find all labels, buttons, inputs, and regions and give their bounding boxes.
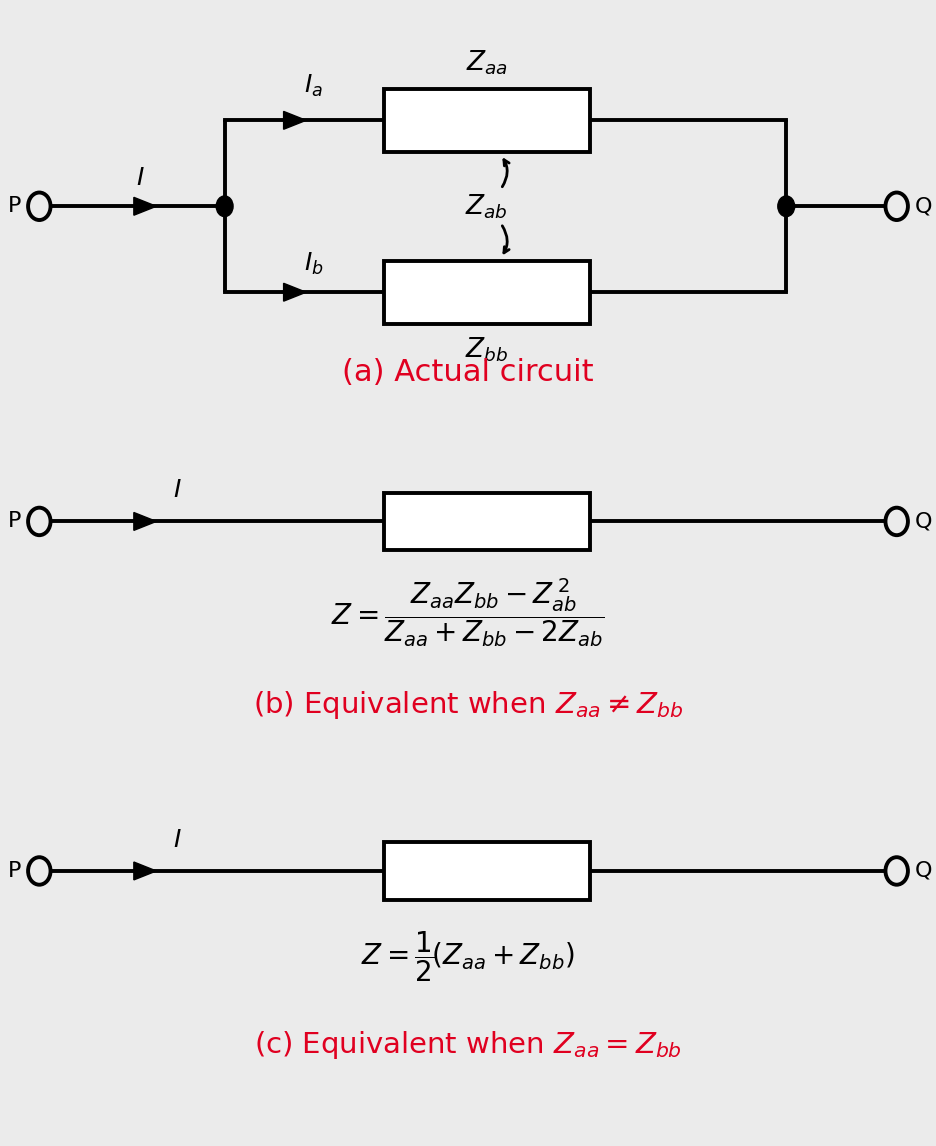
Polygon shape (134, 197, 156, 215)
Text: $Z_{bb}$: $Z_{bb}$ (465, 336, 508, 363)
Polygon shape (134, 512, 156, 531)
Text: (c) Equivalent when $Z_{aa} = Z_{bb}$: (c) Equivalent when $Z_{aa} = Z_{bb}$ (254, 1029, 682, 1061)
Text: $\mathit{I}$: $\mathit{I}$ (173, 829, 183, 851)
Text: $\mathit{I}_a$: $\mathit{I}_a$ (304, 73, 323, 99)
Text: Q: Q (914, 861, 932, 881)
Circle shape (216, 196, 233, 217)
Text: $Z = \dfrac{1}{2}\!\left(Z_{aa} + Z_{bb}\right)$: $Z = \dfrac{1}{2}\!\left(Z_{aa} + Z_{bb}… (361, 929, 575, 984)
Text: $\mathit{I}$: $\mathit{I}$ (173, 479, 183, 502)
Text: $Z = \dfrac{Z_{aa}Z_{bb} - Z_{ab}^{\,2}}{Z_{aa} + Z_{bb} - 2Z_{ab}}$: $Z = \dfrac{Z_{aa}Z_{bb} - Z_{ab}^{\,2}}… (331, 576, 605, 650)
Circle shape (778, 196, 795, 217)
Bar (384, 493, 590, 550)
Bar (384, 842, 590, 900)
Text: (b) Equivalent when $Z_{aa} \neq Z_{bb}$: (b) Equivalent when $Z_{aa} \neq Z_{bb}$ (253, 689, 683, 721)
Text: Q: Q (914, 511, 932, 532)
Text: P: P (8, 861, 22, 881)
Polygon shape (284, 283, 306, 301)
Text: $\mathit{I}$: $\mathit{I}$ (136, 166, 145, 189)
Bar (384, 260, 590, 323)
Bar (384, 88, 590, 151)
Text: $Z_{ab}$: $Z_{ab}$ (465, 193, 508, 220)
Text: P: P (8, 196, 22, 217)
Text: P: P (8, 511, 22, 532)
Polygon shape (134, 862, 156, 880)
Text: Q: Q (914, 196, 932, 217)
Text: $\mathit{I}_b$: $\mathit{I}_b$ (304, 251, 323, 276)
Text: (a) Actual circuit: (a) Actual circuit (343, 358, 593, 387)
Polygon shape (284, 111, 306, 129)
Text: $Z_{aa}$: $Z_{aa}$ (466, 49, 507, 77)
